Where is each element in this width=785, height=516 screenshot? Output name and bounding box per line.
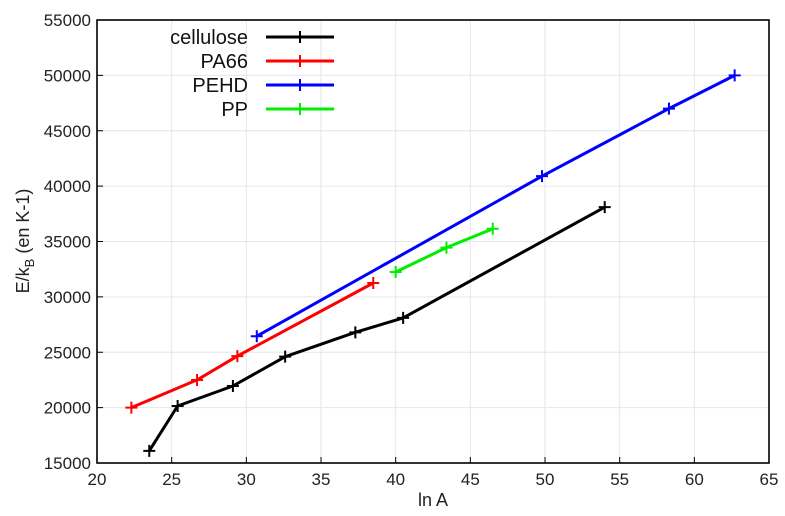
- data-point-pa66: [367, 277, 380, 290]
- y-tick-label: 25000: [44, 343, 91, 362]
- data-point-cellulose: [226, 380, 239, 393]
- y-tick-label: 45000: [44, 122, 91, 141]
- series-layer: [125, 69, 741, 457]
- y-tick-label: 55000: [44, 11, 91, 30]
- data-point-cellulose: [598, 201, 611, 214]
- data-point-pp: [486, 222, 499, 235]
- series-line-pehd: [256, 74, 736, 338]
- legend-item-pa66: PA66: [201, 51, 334, 73]
- data-point-pa66: [191, 373, 204, 386]
- legend-label: PA66: [201, 51, 248, 73]
- series-pehd: [250, 69, 741, 343]
- y-axis-label-main: E/k: [13, 266, 33, 293]
- data-point-cellulose: [279, 350, 292, 363]
- x-tick-label: 50: [536, 470, 555, 489]
- data-point-pp: [440, 241, 453, 254]
- data-point-pehd: [728, 69, 741, 82]
- legend-marker: [294, 79, 306, 91]
- data-point-pa66: [231, 350, 244, 363]
- x-tick-label: 55: [610, 470, 629, 489]
- x-tick-label: 65: [760, 470, 779, 489]
- y-tick-label: 35000: [44, 233, 91, 252]
- legend-marker: [294, 103, 306, 115]
- series-line-cellulose: [148, 205, 606, 452]
- series-pa66: [125, 277, 380, 414]
- y-tick-label: 15000: [44, 454, 91, 473]
- x-axis-ticks: 20 25 30 35 40 45 50 55 60 65: [88, 457, 779, 489]
- y-tick-label: 30000: [44, 288, 91, 307]
- legend-label: cellulose: [170, 27, 248, 49]
- data-point-cellulose: [397, 311, 410, 324]
- data-point-pp: [389, 265, 402, 278]
- legend-label: PP: [221, 99, 248, 121]
- y-axis-label-units: (en K-1): [13, 189, 33, 259]
- data-point-cellulose: [143, 444, 156, 457]
- data-point-pehd: [536, 170, 549, 183]
- legend-label: PEHD: [192, 75, 248, 97]
- x-tick-label: 45: [461, 470, 480, 489]
- series-cellulose: [143, 201, 611, 457]
- x-tick-label: 30: [237, 470, 256, 489]
- y-tick-label: 20000: [44, 399, 91, 418]
- series-pp: [389, 222, 499, 278]
- legend-item-pp: PP: [221, 99, 334, 121]
- y-axis-ticks: 15000 20000 25000 30000 35000 40000 45000 50000…: [44, 11, 103, 473]
- data-point-pa66: [125, 401, 138, 414]
- y-axis-label: E/kB (en K-1): [13, 189, 37, 294]
- data-point-cellulose: [171, 399, 184, 412]
- legend-item-cellulose: cellulose: [170, 27, 334, 49]
- y-tick-label: 50000: [44, 66, 91, 85]
- y-tick-label: 40000: [44, 177, 91, 196]
- x-tick-label: 40: [386, 470, 405, 489]
- data-point-cellulose: [349, 326, 362, 339]
- legend-marker: [294, 31, 306, 43]
- x-tick-label: 60: [685, 470, 704, 489]
- legend-item-pehd: PEHD: [192, 75, 334, 97]
- data-point-pehd: [250, 330, 263, 343]
- legend-marker: [294, 55, 306, 67]
- x-tick-label: 20: [88, 470, 107, 489]
- series-line-pa66: [130, 281, 375, 409]
- x-axis-label: ln A: [418, 490, 448, 510]
- y-axis-label-subscript: B: [22, 259, 37, 268]
- x-tick-label: 35: [312, 470, 331, 489]
- x-tick-label: 25: [162, 470, 181, 489]
- data-point-pehd: [662, 102, 675, 115]
